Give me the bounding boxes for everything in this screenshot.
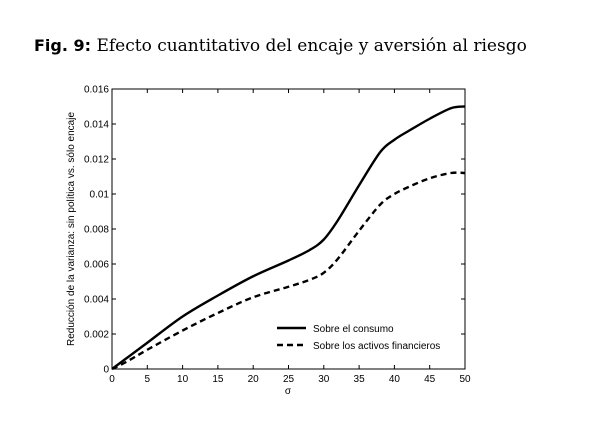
legend: Sobre el consumo Sobre los activos finan…: [277, 324, 440, 352]
x-tick-label: 0: [109, 374, 115, 385]
x-axis-label: σ: [285, 386, 292, 397]
x-tick-label: 25: [283, 374, 295, 385]
y-axis-label: Reducción de la varianza: sin política v…: [66, 112, 77, 346]
y-tick-label: 0.014: [84, 120, 109, 131]
x-tick-label: 35: [354, 374, 366, 385]
y-tick-label: 0.002: [84, 330, 109, 341]
y-tick-label: 0.008: [84, 225, 109, 236]
figure-caption: Fig. 9: Efecto cuantitativo del encaje y…: [34, 36, 527, 56]
x-tick-label: 20: [248, 374, 260, 385]
axis-ticks: [111, 88, 466, 370]
x-tick-label: 40: [389, 374, 401, 385]
x-tick-label: 30: [318, 374, 330, 385]
x-tick-label: 10: [177, 374, 189, 385]
series-line-activos: [111, 171, 466, 371]
x-tick-label: 15: [212, 374, 224, 385]
legend-label-activos: Sobre los activos financieros: [313, 341, 440, 352]
y-tick-label: 0.006: [84, 260, 109, 271]
y-tick-label: 0.016: [84, 85, 109, 96]
y-tick-label: 0.004: [84, 295, 109, 306]
x-tick-label: 5: [145, 374, 151, 385]
y-tick-label: 0: [103, 365, 109, 376]
y-tick-label: 0.012: [84, 155, 109, 166]
figure-label: Fig. 9:: [34, 36, 92, 55]
series-lines: [111, 105, 466, 371]
x-tick-label: 50: [459, 374, 471, 385]
legend-label-consumo: Sobre el consumo: [313, 324, 394, 335]
tick-labels: 0 5 10 15 20 25 30 35 40 45 50 0 0.002 0.004 0.006 0.00…: [84, 85, 471, 386]
y-tick-label: 0.01: [90, 190, 110, 201]
series-line-consumo: [111, 105, 466, 370]
figure-title: Efecto cuantitativo del encaje y aversió…: [96, 36, 527, 56]
x-tick-label: 45: [424, 374, 436, 385]
